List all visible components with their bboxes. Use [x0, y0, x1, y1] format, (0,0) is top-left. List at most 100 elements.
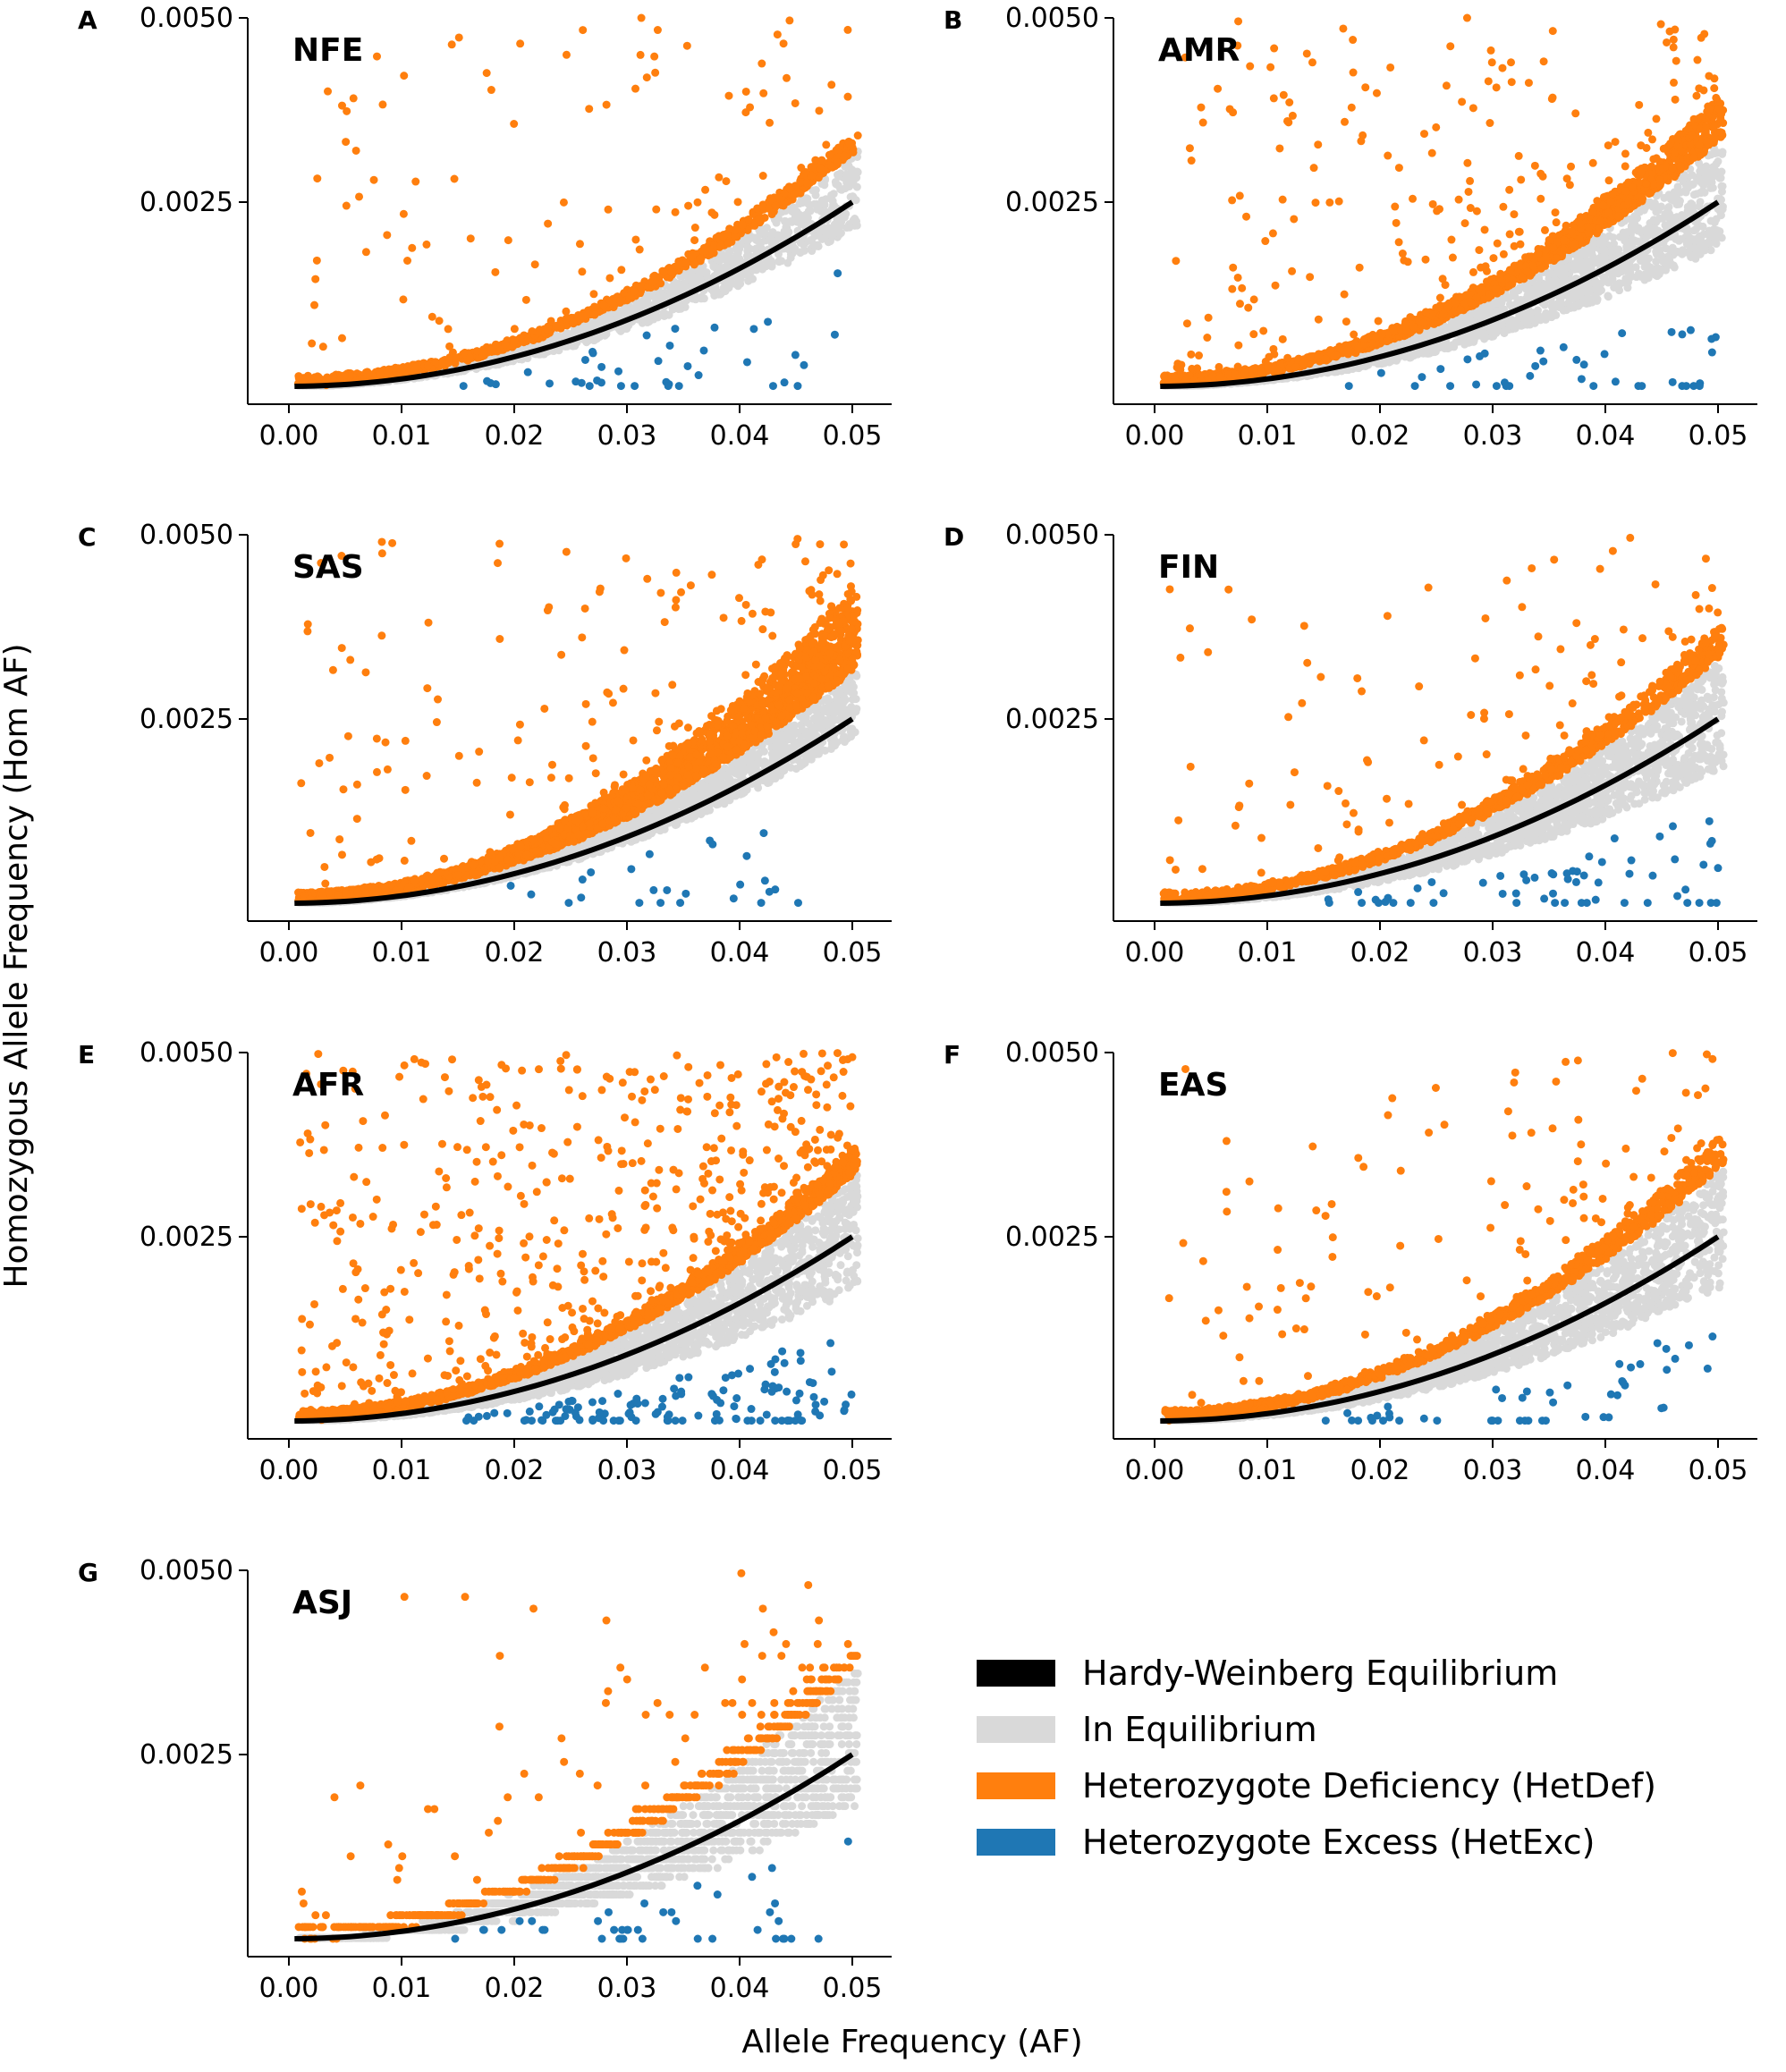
in-equilibrium-point — [1622, 279, 1631, 288]
hetexc-point — [800, 360, 808, 369]
hetdef-point — [521, 295, 530, 304]
hetdef-point — [653, 26, 662, 35]
in-equilibrium-point — [1631, 263, 1640, 272]
hetdef-point — [590, 310, 599, 319]
in-equilibrium-point — [589, 336, 598, 345]
in-equilibrium-point — [1709, 162, 1718, 171]
hetexc-point — [546, 379, 554, 388]
in-equilibrium-point — [666, 283, 675, 292]
in-equilibrium-point — [752, 265, 761, 274]
hetdef-point — [585, 105, 594, 114]
hetdef-point — [408, 243, 417, 252]
hetdef-point — [311, 275, 320, 283]
hetdef-point — [681, 258, 690, 267]
hetdef-point — [731, 233, 740, 241]
hetexc-point — [694, 371, 703, 380]
hetdef-point — [324, 87, 333, 96]
in-equilibrium-point — [835, 230, 844, 239]
in-equilibrium-point — [722, 283, 731, 292]
hetexc-point — [671, 325, 680, 334]
hetdef-point — [351, 146, 360, 155]
in-equilibrium-point — [709, 261, 718, 270]
hetdef-point — [733, 198, 742, 207]
hetdef-point — [399, 295, 408, 304]
hetdef-point — [530, 260, 539, 269]
hetexc-point — [830, 330, 839, 339]
in-equilibrium-point — [1495, 307, 1504, 316]
hetdef-point — [827, 80, 836, 89]
hetdef-point — [725, 224, 734, 233]
x-tick-label: 0.02 — [485, 420, 545, 452]
in-equilibrium-point — [717, 249, 726, 258]
in-equilibrium-point — [1584, 298, 1593, 307]
hetdef-point — [546, 317, 555, 326]
x-tick-label: 0.03 — [597, 420, 657, 452]
in-equilibrium-point — [638, 299, 647, 308]
in-equilibrium-point — [797, 196, 806, 205]
in-equilibrium-point — [554, 346, 563, 355]
hetdef-point — [643, 283, 652, 292]
in-equilibrium-point — [1641, 203, 1650, 212]
in-equilibrium-point — [1566, 294, 1575, 303]
in-equilibrium-point — [813, 241, 822, 249]
hetdef-point — [423, 361, 432, 370]
in-equilibrium-point — [1590, 235, 1599, 244]
in-equilibrium-point — [1715, 233, 1724, 241]
in-equilibrium-point — [1644, 274, 1653, 283]
in-equilibrium-point — [659, 309, 668, 317]
hetdef-point — [552, 322, 561, 331]
hetexc-point — [642, 331, 651, 340]
hetexc-point — [764, 317, 773, 326]
in-equilibrium-point — [845, 223, 854, 232]
hetdef-point — [635, 245, 644, 254]
hetdef-point — [772, 201, 781, 210]
in-equilibrium-point — [1655, 270, 1663, 279]
in-equilibrium-point — [1480, 334, 1489, 343]
hetdef-point — [422, 240, 431, 249]
hetdef-point — [361, 248, 370, 257]
in-equilibrium-point — [1392, 355, 1401, 364]
hetdef-point — [825, 150, 834, 159]
in-equilibrium-point — [1573, 291, 1582, 300]
hetdef-point — [785, 16, 794, 25]
in-equilibrium-point — [1491, 298, 1500, 307]
in-equilibrium-point — [1556, 260, 1565, 269]
in-equilibrium-point — [1712, 240, 1721, 249]
panel-letter: A — [78, 5, 97, 35]
in-equilibrium-point — [1706, 216, 1715, 225]
in-equilibrium-point — [1681, 188, 1690, 197]
x-tick-label: 0.05 — [823, 420, 883, 452]
hetdef-point — [808, 163, 817, 172]
in-equilibrium-point — [1661, 221, 1670, 230]
in-equilibrium-point — [1657, 251, 1666, 260]
in-equilibrium-point — [553, 332, 562, 341]
hetdef-point — [454, 33, 463, 42]
hetexc-point — [768, 382, 777, 391]
hetdef-point — [590, 302, 599, 311]
in-equilibrium-point — [687, 267, 696, 276]
hetdef-point — [579, 26, 588, 35]
in-equilibrium-point — [1684, 247, 1693, 256]
in-equilibrium-point — [1658, 214, 1667, 223]
in-equilibrium-point — [774, 258, 783, 266]
hetdef-point — [758, 59, 766, 68]
hetdef-point — [710, 241, 719, 249]
in-equilibrium-point — [1654, 206, 1663, 215]
in-equilibrium-point — [587, 321, 596, 330]
in-equilibrium-point — [1716, 195, 1725, 204]
hetexc-point — [577, 378, 586, 387]
hetdef-point — [604, 205, 613, 214]
hetdef-point — [310, 300, 319, 309]
hetdef-point — [755, 216, 764, 224]
in-equilibrium-point — [703, 273, 712, 282]
hetdef-point — [438, 359, 447, 368]
in-equilibrium-point — [1652, 257, 1661, 266]
in-equilibrium-point — [810, 199, 819, 208]
in-equilibrium-point — [1445, 342, 1454, 351]
hetdef-point — [671, 207, 680, 216]
hetexc-point — [459, 382, 468, 391]
in-equilibrium-point — [1597, 247, 1606, 256]
hetdef-point — [817, 156, 826, 165]
hetdef-point — [579, 312, 588, 321]
in-equilibrium-point — [1486, 324, 1495, 333]
